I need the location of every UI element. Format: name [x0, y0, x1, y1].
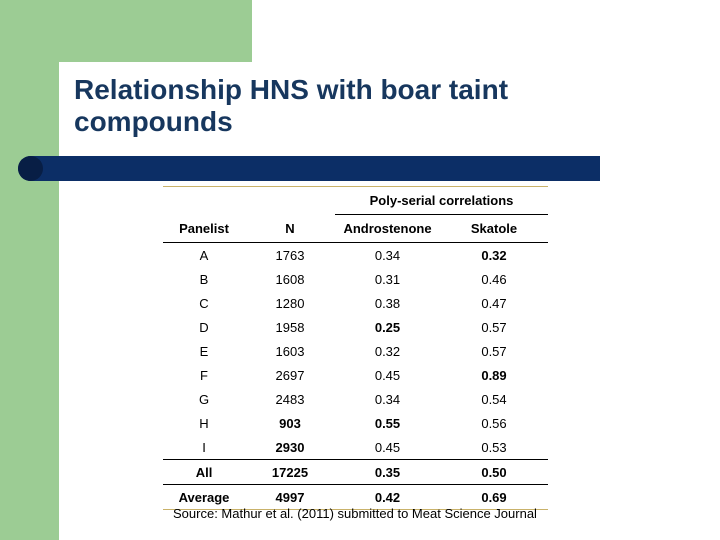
skatole-cell: 0.50 — [440, 459, 548, 485]
decorative-rounded-corner — [59, 62, 252, 122]
panelist-cell: Average — [163, 484, 245, 510]
n-cell: 4997 — [245, 484, 335, 510]
decorative-green-strip — [0, 0, 59, 540]
panelist-cell: I — [202, 439, 206, 455]
androstenone-cell: 0.35 — [335, 459, 440, 485]
androstenone-cell: 0.34 — [374, 391, 401, 407]
n-cell: 2930 — [275, 439, 305, 455]
table-row: G 2483 0.34 0.54 — [163, 387, 548, 411]
skatole-cell: 0.46 — [481, 271, 507, 287]
skatole-cell: 0.32 — [481, 247, 507, 263]
panelist-cell: H — [199, 415, 209, 431]
panelist-cell: B — [199, 271, 209, 287]
slide-title: Relationship HNS with boar taint compoun… — [74, 74, 509, 137]
androstenone-cell: 0.45 — [374, 439, 401, 455]
panelist-cell: D — [199, 319, 209, 335]
androstenone-cell: 0.32 — [374, 343, 401, 359]
n-cell: 1763 — [275, 247, 305, 263]
n-cell: 1280 — [275, 295, 305, 311]
table-row: E 1603 0.32 0.57 — [163, 339, 548, 363]
decorative-title-bar — [18, 156, 600, 181]
source-citation: Source: Mathur et al. (2011) submitted t… — [173, 506, 537, 521]
table-summary-row-average: Average 4997 0.42 0.69 — [163, 484, 548, 510]
table-summary-row-all: All 17225 0.35 0.50 — [163, 459, 548, 485]
n-cell: 2483 — [275, 391, 305, 407]
panelist-cell: C — [199, 295, 209, 311]
panelist-cell: A — [199, 247, 209, 263]
column-header-panelist: Panelist — [163, 214, 245, 243]
skatole-cell: 0.57 — [481, 319, 507, 335]
table-row: F 2697 0.45 0.89 — [163, 363, 548, 387]
skatole-cell: 0.89 — [481, 367, 507, 383]
group-header-poly-serial: Poly-serial correlations — [335, 186, 548, 215]
correlation-table: Poly-serial correlations Panelist N Andr… — [163, 186, 548, 510]
column-header-androstenone: Androstenone — [335, 214, 440, 243]
panelist-cell: G — [198, 391, 210, 407]
skatole-cell: 0.69 — [440, 484, 548, 510]
n-cell: 903 — [279, 415, 301, 431]
skatole-cell: 0.54 — [481, 391, 507, 407]
skatole-cell: 0.53 — [481, 439, 507, 455]
n-cell: 1608 — [275, 271, 305, 287]
table-row: H 903 0.55 0.56 — [163, 411, 548, 435]
table-group-header-row: Poly-serial correlations — [163, 186, 548, 215]
column-header-skatole: Skatole — [440, 214, 548, 243]
androstenone-cell: 0.55 — [374, 415, 401, 431]
n-cell: 2697 — [275, 367, 305, 383]
table-row: D 1958 0.25 0.57 — [163, 315, 548, 339]
table-row: B 1608 0.31 0.46 — [163, 267, 548, 291]
androstenone-cell: 0.38 — [374, 295, 401, 311]
table-row: C 1280 0.38 0.47 — [163, 291, 548, 315]
skatole-cell: 0.56 — [481, 415, 507, 431]
panelist-cell: E — [199, 343, 209, 359]
panelist-cell: F — [200, 367, 208, 383]
decorative-bar-dot — [18, 156, 43, 181]
androstenone-cell: 0.45 — [374, 367, 401, 383]
androstenone-cell: 0.42 — [335, 484, 440, 510]
androstenone-cell: 0.25 — [374, 319, 401, 335]
n-cell: 17225 — [245, 459, 335, 485]
table-header-row: Panelist N Androstenone Skatole — [163, 214, 548, 243]
skatole-cell: 0.47 — [481, 295, 507, 311]
skatole-cell: 0.57 — [481, 343, 507, 359]
n-cell: 1603 — [275, 343, 305, 359]
androstenone-cell: 0.31 — [374, 271, 401, 287]
table-row: A 1763 0.34 0.32 — [163, 243, 548, 268]
panelist-cell: All — [163, 459, 245, 485]
n-cell: 1958 — [275, 319, 305, 335]
table-row: I 2930 0.45 0.53 — [163, 435, 548, 460]
androstenone-cell: 0.34 — [374, 247, 401, 263]
column-header-n: N — [245, 214, 335, 243]
